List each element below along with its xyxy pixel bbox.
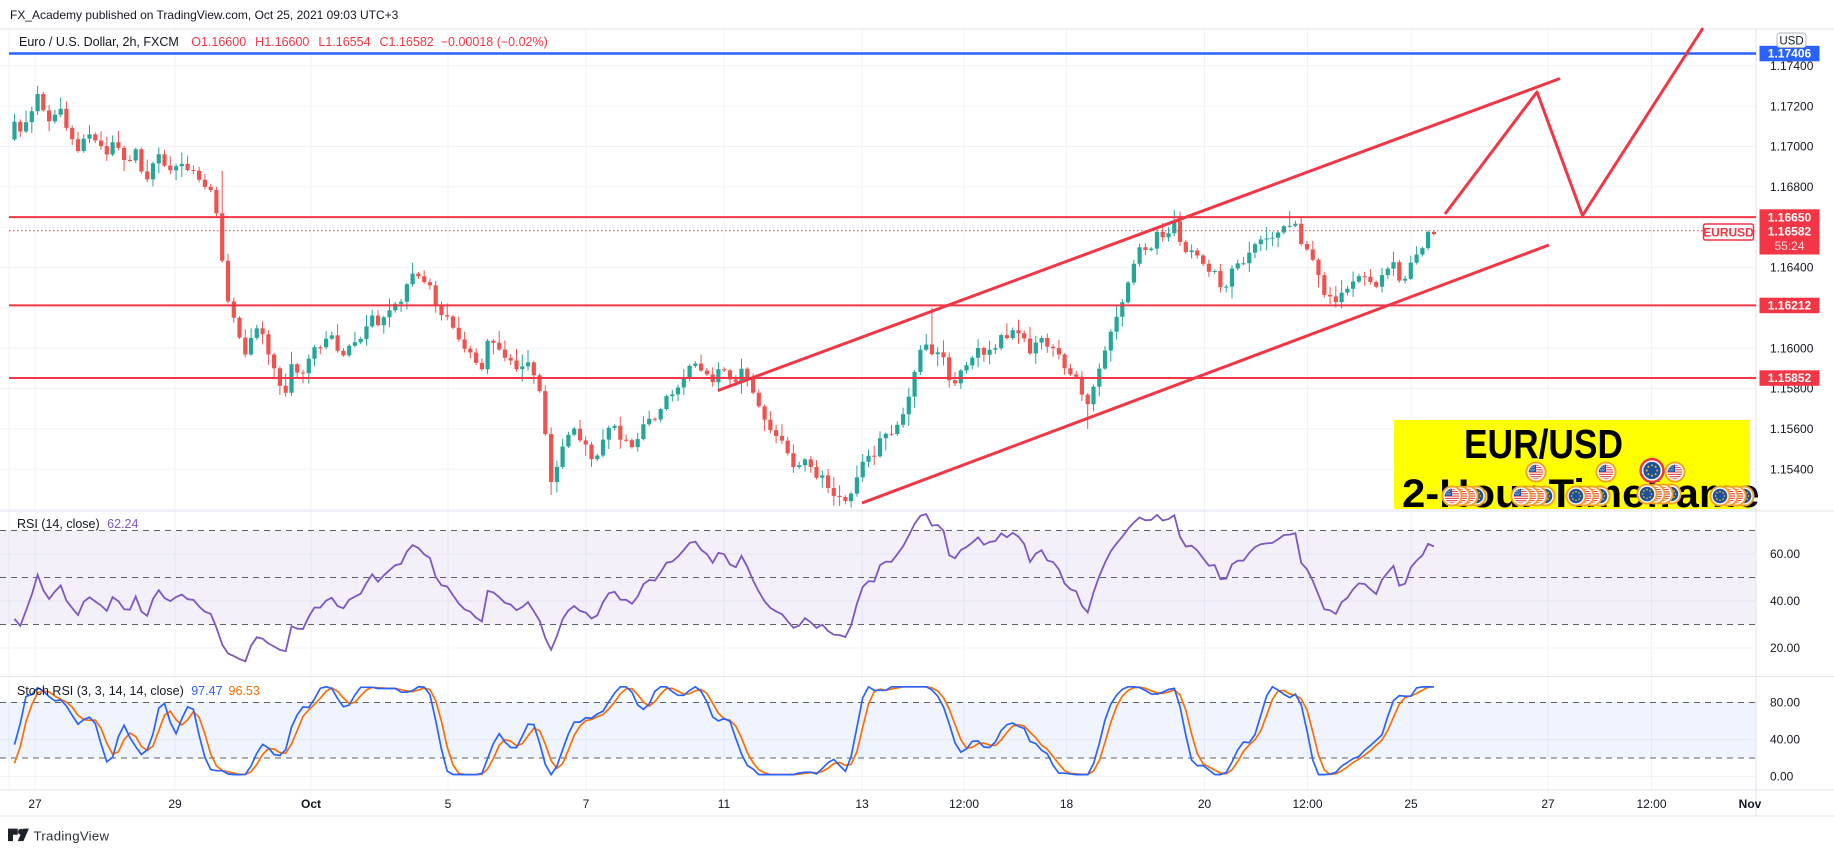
svg-text:60.00: 60.00 <box>1770 547 1800 561</box>
svg-text:1.17406: 1.17406 <box>1768 47 1812 61</box>
svg-text:27: 27 <box>1541 797 1555 811</box>
svg-text:12:00: 12:00 <box>949 797 979 811</box>
svg-text:40.00: 40.00 <box>1770 594 1800 608</box>
svg-text:1.17000: 1.17000 <box>1770 140 1814 154</box>
svg-text:FX_Academy published on Tradin: FX_Academy published on TradingView.com,… <box>10 8 399 22</box>
svg-text:0.00: 0.00 <box>1770 770 1794 784</box>
svg-text:1.15600: 1.15600 <box>1770 422 1814 436</box>
svg-text:12:00: 12:00 <box>1292 797 1322 811</box>
svg-text:1.16582: 1.16582 <box>1768 225 1812 239</box>
svg-text:USD: USD <box>1779 35 1803 47</box>
svg-text:TradingView: TradingView <box>34 829 110 844</box>
svg-text:Oct: Oct <box>301 797 321 811</box>
svg-text:RSI (14, close) 62.24: RSI (14, close) 62.24 <box>17 517 138 531</box>
svg-text:Stoch RSI (3, 3, 14, 14, close: Stoch RSI (3, 3, 14, 14, close) 97.47 96.… <box>17 684 260 698</box>
svg-text:25: 25 <box>1404 797 1418 811</box>
svg-text:20.00: 20.00 <box>1770 641 1800 655</box>
svg-text:29: 29 <box>168 797 182 811</box>
svg-text:EURUSD: EURUSD <box>1703 225 1754 239</box>
svg-text:1.15852: 1.15852 <box>1768 371 1812 385</box>
svg-text:13: 13 <box>855 797 869 811</box>
svg-text:12:00: 12:00 <box>1636 797 1666 811</box>
svg-text:80.00: 80.00 <box>1770 696 1800 710</box>
svg-text:5: 5 <box>445 797 452 811</box>
svg-text:Euro / U.S. Dollar, 2h, FXCM O: Euro / U.S. Dollar, 2h, FXCM O1.16600 H1.… <box>19 35 548 49</box>
svg-text:1.16400: 1.16400 <box>1770 261 1814 275</box>
svg-text:1.16650: 1.16650 <box>1768 210 1812 224</box>
svg-text:1.17400: 1.17400 <box>1770 59 1814 73</box>
svg-text:7: 7 <box>583 797 590 811</box>
svg-text:Nov: Nov <box>1739 797 1762 811</box>
svg-text:11: 11 <box>718 797 731 811</box>
svg-text:1.16000: 1.16000 <box>1770 341 1814 355</box>
svg-text:18: 18 <box>1060 797 1074 811</box>
svg-text:1.16212: 1.16212 <box>1768 299 1812 313</box>
svg-text:1.17200: 1.17200 <box>1770 99 1814 113</box>
svg-text:40.00: 40.00 <box>1770 733 1800 747</box>
svg-text:1.15400: 1.15400 <box>1770 462 1814 476</box>
svg-text:27: 27 <box>28 797 42 811</box>
svg-text:1.16800: 1.16800 <box>1770 180 1814 194</box>
svg-text:EUR/USD: EUR/USD <box>1464 422 1623 468</box>
svg-text:55:24: 55:24 <box>1774 239 1804 253</box>
svg-text:20: 20 <box>1198 797 1212 811</box>
